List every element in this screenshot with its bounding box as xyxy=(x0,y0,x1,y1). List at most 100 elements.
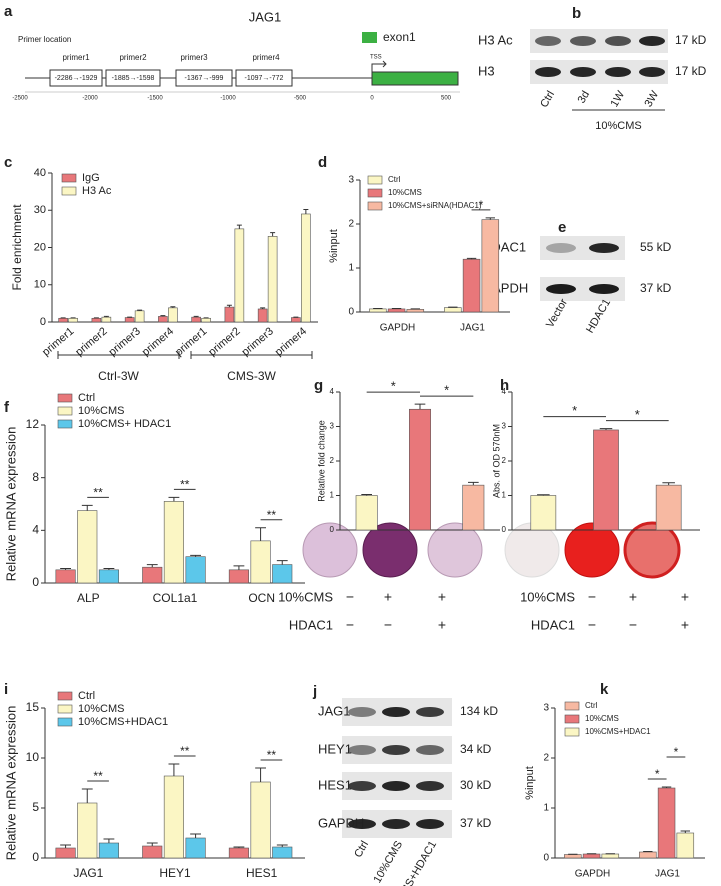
condition-label: 10%CMS xyxy=(520,589,575,604)
position-label: 0 xyxy=(370,96,374,102)
group-bracket xyxy=(190,351,313,359)
blot-band xyxy=(348,819,376,829)
blot-row-label: HEY1 xyxy=(318,741,352,756)
y-tick-label: 1 xyxy=(330,491,335,500)
blot-band xyxy=(535,36,561,46)
lane-label: HDAC1 xyxy=(584,297,613,335)
bar xyxy=(355,495,378,531)
bar xyxy=(564,854,582,859)
bar xyxy=(142,845,163,859)
x-tick-label: HEY1 xyxy=(159,866,191,880)
lane-label: Ctrl xyxy=(538,89,557,110)
significance-label: * xyxy=(674,745,679,759)
error-bar xyxy=(466,257,477,260)
condition-sign: − xyxy=(588,617,596,633)
y-tick-label: 15 xyxy=(26,700,40,714)
legend-label: H3 Ac xyxy=(82,185,112,197)
position-label: -500 xyxy=(294,96,307,102)
y-tick-label: 0 xyxy=(32,850,39,864)
blot-band xyxy=(382,819,410,829)
bar xyxy=(462,258,481,313)
legend-swatch xyxy=(57,393,73,403)
bar xyxy=(163,775,184,859)
well xyxy=(623,521,681,579)
bar xyxy=(530,495,557,531)
y-tick-label: 8 xyxy=(32,470,39,484)
y-tick-label: 5 xyxy=(32,800,39,814)
bar xyxy=(142,566,163,584)
significance-label: ** xyxy=(180,478,190,492)
x-tick-label: primer4 xyxy=(140,325,176,358)
legend-label: 10%CMS xyxy=(388,188,422,197)
exon-legend-swatch xyxy=(362,32,377,43)
error-bar xyxy=(276,844,288,847)
error-bar xyxy=(233,565,245,570)
y-tick-label: 0 xyxy=(330,525,335,534)
legend-swatch xyxy=(367,175,383,185)
error-bar xyxy=(414,403,426,410)
legend-label: 10%CMS xyxy=(78,405,124,417)
position-label: -2000 xyxy=(82,96,98,102)
significance-label: * xyxy=(391,379,396,394)
error-bar xyxy=(146,564,158,568)
y-tick-label: 2 xyxy=(543,753,549,764)
y-tick-label: 3 xyxy=(502,422,507,431)
y-tick-label: 0 xyxy=(543,853,549,864)
y-axis-label: Relative mRNA expression xyxy=(3,706,18,861)
condition-sign: − xyxy=(629,617,637,633)
lane-label: Vector xyxy=(544,297,570,330)
blot-band xyxy=(605,67,631,77)
legend-swatch xyxy=(61,173,77,183)
y-axis-label: Relative mRNA expression xyxy=(3,427,18,582)
panel-letter: a xyxy=(4,3,13,20)
legend-label: Ctrl xyxy=(585,701,598,710)
legend-label: IgG xyxy=(82,172,100,184)
condition-sign: − xyxy=(588,589,596,605)
primer-range: -2286→-1929 xyxy=(55,75,98,82)
bar xyxy=(655,484,682,531)
bar xyxy=(639,851,657,859)
bar xyxy=(481,219,500,313)
x-tick-label: JAG1 xyxy=(460,323,485,334)
x-tick-label: GAPDH xyxy=(380,323,416,334)
x-tick-label: JAG1 xyxy=(655,869,680,880)
legend-label: Ctrl xyxy=(78,690,95,702)
primer-box xyxy=(175,69,233,87)
bar xyxy=(134,310,145,323)
bar xyxy=(257,308,268,323)
blot-band xyxy=(605,36,631,46)
error-bar xyxy=(680,830,690,833)
x-tick-label: ALP xyxy=(77,591,100,605)
blot-band xyxy=(382,781,410,791)
bar xyxy=(593,429,619,531)
legend-label: 10%CMS+HDAC1 xyxy=(78,716,168,728)
significance-label: * xyxy=(444,383,449,398)
y-tick-label: 4 xyxy=(502,387,507,396)
error-bar xyxy=(255,527,266,541)
group-label: Ctrl-3W xyxy=(98,369,139,383)
primer-range: -1367→-999 xyxy=(185,75,224,82)
y-tick-label: 0 xyxy=(502,525,507,534)
primer-box xyxy=(105,69,161,87)
lane-label: 3d xyxy=(576,89,593,106)
error-bar xyxy=(170,306,176,308)
primer-box xyxy=(235,69,293,87)
y-tick-label: 3 xyxy=(330,422,335,431)
blot-band xyxy=(589,284,619,294)
bar xyxy=(98,842,119,859)
blot-band xyxy=(348,707,376,717)
bar xyxy=(250,540,271,584)
error-bar xyxy=(276,560,288,565)
y-tick-label: 2 xyxy=(348,219,354,230)
significance-label: ** xyxy=(267,508,277,522)
error-bar xyxy=(146,842,158,846)
lane-label: 1W xyxy=(608,88,627,109)
error-bar xyxy=(60,568,71,570)
blot-row-label: JAG1 xyxy=(318,703,351,718)
blot-band xyxy=(382,707,410,717)
significance-label: * xyxy=(572,403,577,418)
legend-swatch xyxy=(57,717,73,727)
primer-name: primer1 xyxy=(62,53,90,62)
y-tick-label: 3 xyxy=(543,703,549,714)
legend-swatch xyxy=(367,188,383,198)
